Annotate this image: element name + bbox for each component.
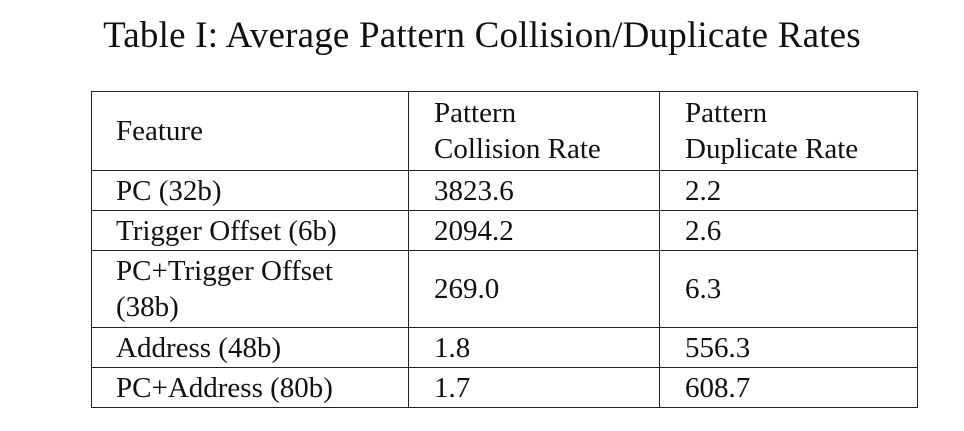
data-table: Feature Pattern Collision Rate Pattern D… [91, 91, 918, 408]
header-duplicate-rate: Pattern Duplicate Rate [659, 91, 918, 171]
header-duplicate-line-2: Duplicate Rate [685, 133, 859, 165]
table-row: PC (32b) 3823.6 2.2 [91, 170, 918, 211]
feature-cell: Address (48b) [91, 327, 409, 368]
collision-rate-cell: 1.7 [408, 367, 660, 408]
collision-rate-cell: 1.8 [408, 327, 660, 368]
duplicate-rate-cell: 556.3 [659, 327, 918, 368]
table-row: Address (48b) 1.8 556.3 [91, 327, 918, 368]
collision-rate-cell: 3823.6 [408, 170, 660, 211]
duplicate-rate-cell: 2.2 [659, 170, 918, 211]
duplicate-rate-cell: 6.3 [659, 250, 918, 328]
table-header: Feature Pattern Collision Rate Pattern D… [91, 91, 918, 171]
header-feature: Feature [91, 91, 409, 171]
header-row: Feature Pattern Collision Rate Pattern D… [91, 91, 918, 171]
table-row: Trigger Offset (6b) 2094.2 2.6 [91, 210, 918, 251]
table-row: PC+Address (80b) 1.7 608.7 [91, 367, 918, 408]
table-row: PC+Trigger Offset (38b) 269.0 6.3 [91, 250, 918, 328]
header-duplicate-line-1: Pattern [685, 97, 768, 129]
header-collision-rate: Pattern Collision Rate [408, 91, 660, 171]
feature-line-1: PC+Trigger Offset [116, 255, 333, 287]
feature-cell: Trigger Offset (6b) [91, 210, 409, 251]
table-caption: Table I: Average Pattern Collision/Dupli… [103, 15, 861, 56]
collision-rate-cell: 2094.2 [408, 210, 660, 251]
header-collision-line-1: Pattern [434, 97, 517, 129]
header-feature-line: Feature [116, 115, 203, 147]
duplicate-rate-cell: 608.7 [659, 367, 918, 408]
feature-cell: PC (32b) [91, 170, 409, 211]
header-collision-line-2: Collision Rate [434, 133, 601, 165]
feature-cell: PC+Address (80b) [91, 367, 409, 408]
feature-cell: PC+Trigger Offset (38b) [91, 250, 409, 328]
collision-rate-cell: 269.0 [408, 250, 660, 328]
table-body: PC (32b) 3823.6 2.2 Trigger Offset (6b) … [91, 170, 918, 408]
duplicate-rate-cell: 2.6 [659, 210, 918, 251]
feature-line-2: (38b) [116, 291, 179, 323]
